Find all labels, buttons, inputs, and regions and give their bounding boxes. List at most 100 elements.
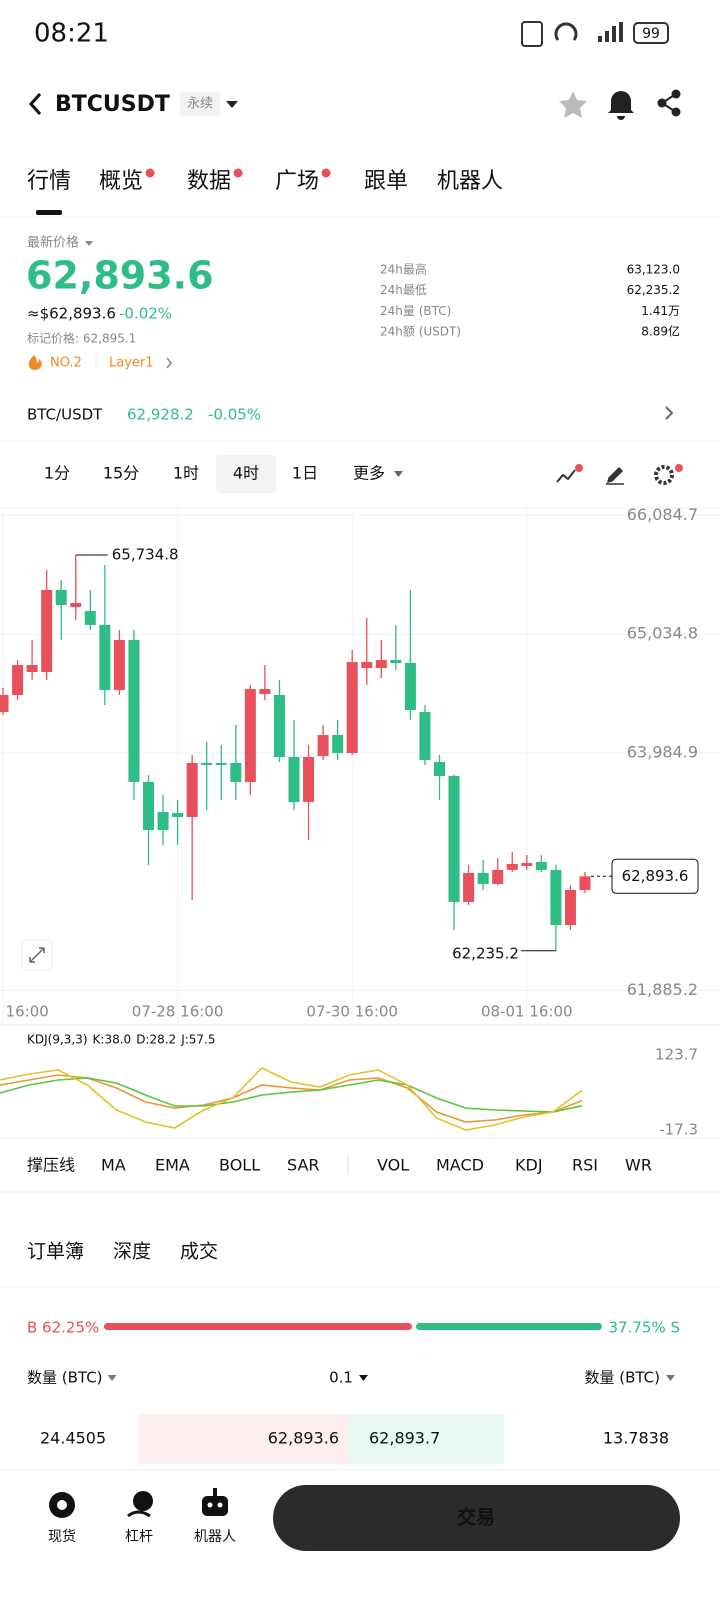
sell-bar	[416, 1323, 602, 1330]
candle-body	[303, 756, 315, 802]
candle-body	[215, 762, 227, 765]
kdj-title: KDJ(9,3,3)	[27, 1033, 88, 1047]
book-tab[interactable]: 订单簿	[27, 1241, 84, 1263]
candle-body	[579, 876, 591, 890]
x-tick-label: 07-30 16:00	[306, 1003, 398, 1021]
legend-entry: J:57.5	[180, 1033, 215, 1047]
stat-value: 8.89亿	[641, 324, 680, 339]
indicator[interactable]: EMA	[155, 1156, 190, 1175]
candle-body	[564, 889, 576, 926]
interval-active-bg	[216, 455, 276, 493]
tab[interactable]: 机器人	[437, 169, 503, 194]
sector[interactable]: Layer1	[109, 356, 154, 371]
candle-body	[477, 872, 489, 884]
book-tab[interactable]: 深度	[113, 1241, 151, 1263]
indicator[interactable]: MA	[101, 1156, 126, 1175]
y-tick-label: 61,885.2	[627, 980, 698, 999]
stat-label: 24h最低	[380, 283, 427, 297]
back-button[interactable]	[28, 92, 42, 116]
contract-tag: 永续	[187, 97, 213, 112]
interval[interactable]: 1分	[44, 464, 70, 483]
interval[interactable]: 更多	[353, 464, 385, 483]
candle-body	[419, 712, 431, 760]
candle-body	[143, 781, 154, 831]
sell-ratio: 37.75% S	[609, 1319, 680, 1337]
battery-icon	[633, 22, 669, 44]
interval[interactable]: 4时	[233, 464, 259, 483]
stat-label: 24h量 (BTC)	[380, 304, 451, 318]
interval[interactable]: 1时	[173, 464, 199, 483]
y-tick-label: 63,984.9	[627, 742, 698, 761]
candle-body	[448, 775, 460, 902]
signal-icon	[598, 22, 623, 42]
tab-indicator	[36, 210, 62, 215]
share-icon[interactable]	[657, 89, 681, 117]
column-header[interactable]: 0.1	[329, 1369, 353, 1387]
symbol[interactable]: BTCUSDT	[55, 92, 170, 117]
settings-icon[interactable]	[654, 465, 674, 485]
indicator[interactable]: SAR	[287, 1156, 320, 1175]
vibrate-icon	[521, 21, 543, 47]
favorite-icon[interactable]	[559, 91, 587, 118]
indicator[interactable]: 撑压线	[27, 1156, 75, 1175]
indicator[interactable]: RSI	[572, 1156, 598, 1175]
nav-item[interactable]: 杠杆	[125, 1529, 153, 1545]
candle-body	[361, 662, 373, 669]
interval[interactable]: 1日	[292, 464, 318, 483]
kdj-line	[0, 1067, 583, 1131]
usd-price: ≈$62,893.6	[27, 305, 116, 323]
book-tab[interactable]: 成交	[180, 1241, 218, 1263]
trade-button[interactable]	[273, 1485, 680, 1551]
chevron	[166, 357, 172, 369]
book-cell: 62,893.6	[268, 1429, 339, 1448]
nav-item[interactable]: 机器人	[194, 1529, 236, 1545]
indicator[interactable]: KDJ	[515, 1156, 543, 1175]
margin-icon	[127, 1491, 153, 1518]
indicator[interactable]: WR	[625, 1156, 652, 1175]
y-tick-label: -17.3	[659, 1121, 698, 1139]
rank: NO.2	[50, 356, 82, 371]
x-tick-label: 07-26 16:00	[0, 1003, 49, 1021]
stat-label: 24h额 (USDT)	[380, 325, 461, 339]
candle-body	[128, 639, 140, 782]
stat-value: 63,123.0	[627, 263, 680, 277]
high-label: 65,734.8	[112, 545, 179, 563]
tab[interactable]: 跟单	[364, 169, 408, 194]
candle-body	[12, 664, 24, 695]
latest-price-label: 最新价格	[27, 235, 79, 251]
indicator[interactable]: BOLL	[219, 1156, 260, 1175]
tab-dot	[145, 168, 155, 178]
candle-body	[346, 662, 358, 753]
tab[interactable]: 行情	[27, 169, 71, 194]
nav-item[interactable]: 现货	[48, 1528, 76, 1545]
tab[interactable]: 概览	[99, 169, 143, 194]
candle-body	[332, 734, 344, 753]
tab[interactable]: 广场	[275, 169, 319, 194]
spot-price: 62,928.2	[127, 406, 194, 424]
indicator-icon[interactable]	[556, 469, 576, 483]
y-tick-label: 65,034.8	[627, 624, 698, 643]
candle-body	[0, 694, 9, 713]
dot	[675, 464, 683, 472]
candle-body	[113, 639, 125, 690]
ask-depth	[348, 1414, 504, 1464]
candle-body	[550, 869, 562, 926]
indicator[interactable]: MACD	[436, 1156, 484, 1175]
interval[interactable]: 15分	[103, 464, 139, 483]
draw-icon[interactable]	[606, 466, 624, 485]
candle-body	[55, 590, 67, 606]
symbol-caret[interactable]	[226, 101, 238, 108]
spot-pair[interactable]: BTC/USDT	[27, 406, 103, 424]
book-cell: 13.7838	[603, 1429, 669, 1448]
tab-dot	[321, 168, 331, 178]
candle-body	[317, 734, 329, 757]
chevron[interactable]	[665, 406, 674, 420]
x-tick-label: 08-01 16:00	[481, 1003, 573, 1021]
spot-icon	[49, 1492, 75, 1518]
tab[interactable]: 数据	[187, 169, 231, 194]
alert-icon[interactable]	[608, 91, 634, 120]
candle-body	[288, 756, 300, 802]
kdj-line	[0, 1074, 583, 1123]
indicator[interactable]: VOL	[377, 1156, 409, 1175]
candle-body	[186, 762, 198, 817]
